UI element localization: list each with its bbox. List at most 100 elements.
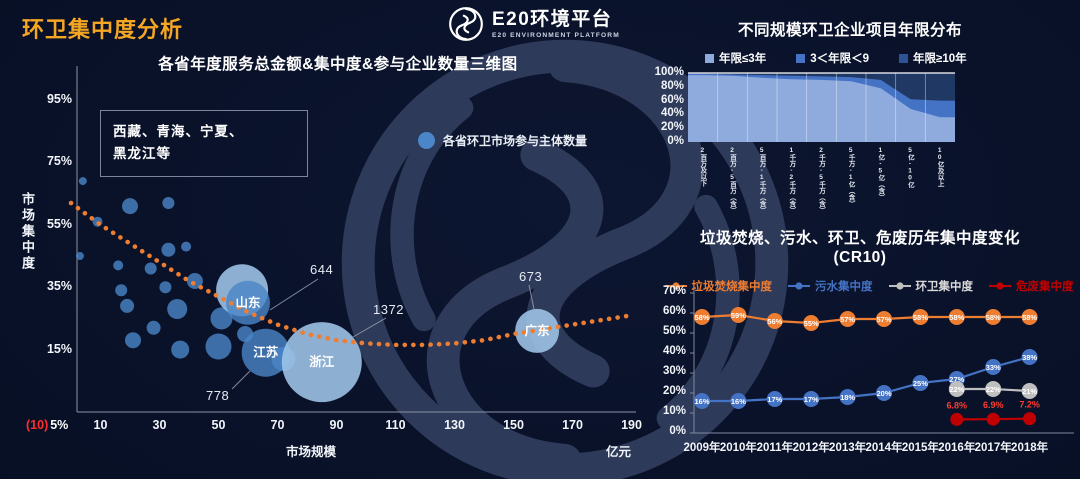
line-legend-item: 危废集中度 <box>989 278 1074 294</box>
series-data-label: 56% <box>767 317 782 326</box>
bubble-province-label: 山东 <box>235 295 261 310</box>
province-bubble <box>75 252 84 260</box>
area-x-tick: 1亿-5亿（含） <box>876 147 884 201</box>
series-marker <box>1023 412 1037 426</box>
province-bubble <box>161 242 176 257</box>
area-y-tick: 0% <box>667 135 684 147</box>
legend-marker <box>664 282 687 290</box>
callout-line <box>528 284 535 310</box>
line-y-tick: 0% <box>669 425 686 437</box>
series-data-label: 27% <box>949 375 964 384</box>
bubble-x-tick: 30 <box>152 418 167 432</box>
y-axis-min-tick: 5% <box>50 418 69 432</box>
series-data-label: 6.8% <box>947 400 968 410</box>
callout-value: 778 <box>206 388 230 403</box>
series-marker <box>730 307 747 323</box>
area-x-tick: 10亿及以上 <box>936 147 944 187</box>
series-data-label: 38% <box>1022 353 1037 362</box>
series-marker <box>730 393 747 409</box>
line-x-tick: 2011年 <box>756 442 794 454</box>
series-marker <box>948 309 965 325</box>
province-bubble <box>186 273 203 289</box>
area-y-tick: 20% <box>660 121 684 134</box>
legend-label: 垃圾焚烧集中度 <box>691 281 773 293</box>
province-bubble <box>159 281 172 294</box>
province-bubble <box>226 280 270 325</box>
series-marker <box>839 311 856 327</box>
series-marker <box>950 412 964 426</box>
callout-value: 673 <box>519 269 543 284</box>
area-plot <box>688 72 955 142</box>
axis-corner-labels: (10) 5% <box>26 418 68 432</box>
page-title: 环卫集中度分析 <box>22 17 184 42</box>
bubble-province-label: 浙江 <box>309 354 335 369</box>
area-x-tick: 2百万及以下 <box>698 147 706 187</box>
series-data-label: 59% <box>731 311 746 320</box>
line-y-tick: 50% <box>662 325 686 337</box>
line-y-tick: 30% <box>662 365 686 377</box>
series-marker <box>948 381 965 397</box>
area-legend-item: 3＜年限＜9 <box>796 50 869 66</box>
area-y-tick: 80% <box>660 79 684 92</box>
annotation-line-1: 西藏、青海、宁夏、 <box>113 124 244 139</box>
line-x-tick: 2012年 <box>792 442 830 454</box>
bubble-y-tick: 75% <box>46 154 72 169</box>
e20-logo: E20环境平台 E20 ENVIRONMENT PLATFORM <box>448 6 620 42</box>
series-data-label: 57% <box>876 315 891 324</box>
legend-label: 3＜年限＜9 <box>810 53 870 65</box>
series-data-label: 25% <box>913 379 928 388</box>
line-chart-subtitle: (CR10) <box>833 249 887 266</box>
legend-marker <box>989 282 1011 290</box>
series-data-label: 22% <box>949 385 964 394</box>
series-marker <box>985 359 1002 375</box>
bubble-x-tick: 110 <box>385 418 406 432</box>
trend-dotted-line <box>68 200 634 348</box>
legend-label: 危废集中度 <box>1016 281 1074 293</box>
annotation-line-2: 黑龙江等 <box>113 146 171 162</box>
province-bubble <box>115 284 128 297</box>
bubble-x-tick: 10 <box>93 418 108 432</box>
series-marker <box>876 311 892 327</box>
logo-subtitle: E20 ENVIRONMENT PLATFORM <box>492 31 620 39</box>
bubble-legend-swatch <box>418 132 435 149</box>
series-marker <box>766 391 783 407</box>
series-marker <box>912 375 929 391</box>
x-axis-negative-tick: (10) <box>26 418 49 432</box>
area-x-tick: 5千万-1亿（含） <box>847 147 855 207</box>
line-x-tick: 2018年 <box>1011 442 1049 454</box>
line-y-tick: 10% <box>662 405 686 417</box>
line-chart: 垃圾焚烧、污水、环卫、危废历年集中度变化 (CR10) 垃圾焚烧集中度 污水集中度… <box>650 222 1080 479</box>
line-y-tick: 70% <box>662 285 686 297</box>
legend-swatch <box>705 53 714 63</box>
series-marker <box>803 315 820 331</box>
series-marker <box>694 309 710 325</box>
series-data-label: 55% <box>804 319 819 328</box>
bubble-x-tick: 130 <box>444 418 465 432</box>
callout-line <box>269 278 319 311</box>
line-chart-legend: 垃圾焚烧集中度 污水集中度 环卫集中度 危废集中度 <box>664 278 1074 294</box>
province-bubble <box>78 177 87 186</box>
line-y-tick: 60% <box>662 305 686 317</box>
line-x-tick: 2015年 <box>901 442 939 454</box>
series-data-label: 22% <box>986 385 1001 394</box>
area-legend-item: 年限≥10年 <box>899 50 967 66</box>
area-band-le3 <box>688 75 955 142</box>
series-data-label: 17% <box>804 395 819 404</box>
series-marker <box>912 309 929 325</box>
area-legend-item: 年限≤3年 <box>705 50 766 66</box>
area-chart: 不同规模环卫企业项目年限分布 年限≤3年 3＜年限＜9 年限≥10年 100% 80%… <box>650 8 1080 220</box>
area-x-tick: 5亿-10亿 <box>906 147 914 188</box>
area-chart-title: 不同规模环卫企业项目年限分布 <box>737 22 962 39</box>
series-data-label: 21% <box>1022 387 1037 396</box>
legend-label: 环卫集中度 <box>915 281 974 293</box>
line-y-tick: 40% <box>662 345 686 357</box>
bubble-chart: 各省年度服务总金额&集中度&参与企业数量三维图 市场集中度 山东 江苏 浙江 广东 西… <box>18 52 650 479</box>
bubble-x-axis-label: 市场规模 <box>286 445 337 459</box>
callout-value: 1372 <box>373 302 404 317</box>
series-data-label: 58% <box>694 313 709 322</box>
series-data-label: 58% <box>913 313 928 322</box>
area-chart-legend: 年限≤3年 3＜年限＜9 年限≥10年 <box>705 50 967 66</box>
province-bubble <box>281 322 362 403</box>
line-x-tick: 2017年 <box>974 442 1012 454</box>
